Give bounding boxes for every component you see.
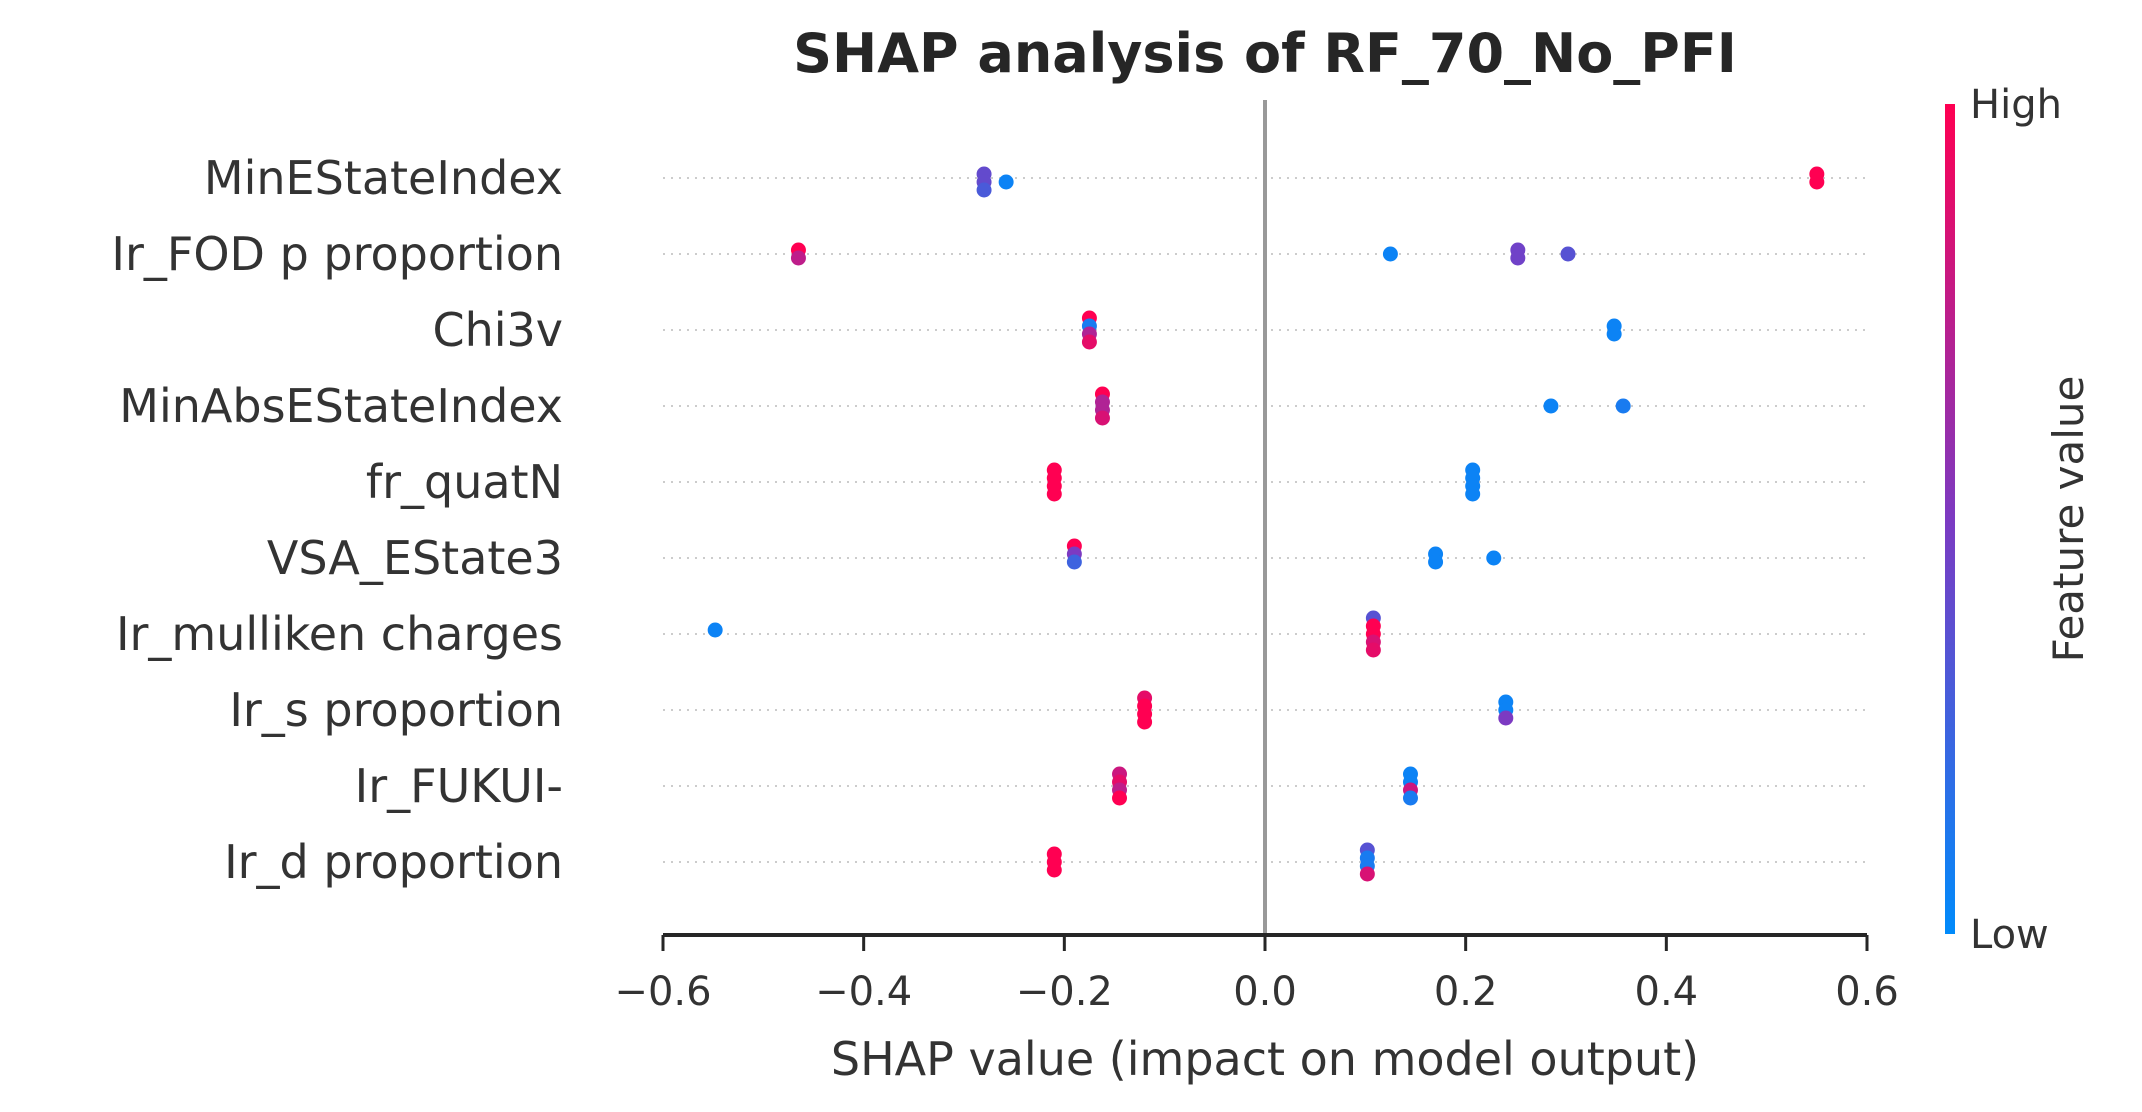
shap-point [1543,398,1559,414]
feature-label: MinEStateIndex [204,151,563,205]
shap-point [998,174,1014,190]
feature-label: Ir_d proportion [224,835,563,889]
shap-point [1809,174,1825,190]
x-tick-label: 0.4 [1635,969,1699,1015]
colorbar-high-label: High [1970,82,2062,128]
x-tick-label: 0.0 [1233,969,1297,1015]
shap-point [1382,246,1398,262]
colorbar: High Low Feature value [1945,82,2093,958]
shap-point [1615,398,1631,414]
shap-point [1046,486,1062,502]
shap-point [1486,550,1502,566]
shap-point [1606,326,1622,342]
shap-point [1510,250,1526,266]
shap-point [1402,790,1418,806]
shap-points [707,166,1825,882]
feature-label: Ir_mulliken charges [116,607,563,661]
feature-labels: MinEStateIndex Ir_FOD p proportion Chi3v Mi… [111,151,563,889]
shap-point [1365,642,1381,658]
x-axis-label: SHAP value (impact on model output) [831,1032,1699,1086]
feature-label: Chi3v [432,303,563,357]
shap-point [1046,862,1062,878]
x-tick-label: −0.2 [1016,969,1113,1015]
x-tick-label: −0.6 [614,969,711,1015]
shap-point [1094,410,1110,426]
shap-point [1359,866,1375,882]
colorbar-low-label: Low [1970,912,2049,958]
x-tick-label: 0.2 [1434,969,1498,1015]
shap-point [1081,334,1097,350]
feature-label: MinAbsEStateIndex [119,379,563,433]
shap-point [1066,554,1082,570]
shap-point [1428,554,1444,570]
feature-label: VSA_EState3 [267,531,563,585]
feature-label: fr_quatN [366,455,563,509]
shap-point [707,622,723,638]
colorbar-label: Feature value [2044,376,2093,663]
feature-label: Ir_FUKUI- [355,759,563,813]
feature-label: Ir_FOD p proportion [111,227,563,281]
x-axis: −0.6 −0.4 −0.2 0.0 0.2 0.4 0.6 [614,933,1899,1015]
x-tick-label: 0.6 [1835,969,1899,1015]
shap-point [1560,246,1576,262]
chart-title: SHAP analysis of RF_70_No_PFI [793,22,1737,85]
shap-point [1137,714,1153,730]
feature-label: Ir_s proportion [229,683,563,737]
shap-point [1112,790,1128,806]
shap-point [976,182,992,198]
shap-point [1465,486,1481,502]
shap-point [1498,710,1514,726]
shap-point [790,250,806,266]
colorbar-gradient [1945,104,1955,934]
x-tick-label: −0.4 [815,969,912,1015]
